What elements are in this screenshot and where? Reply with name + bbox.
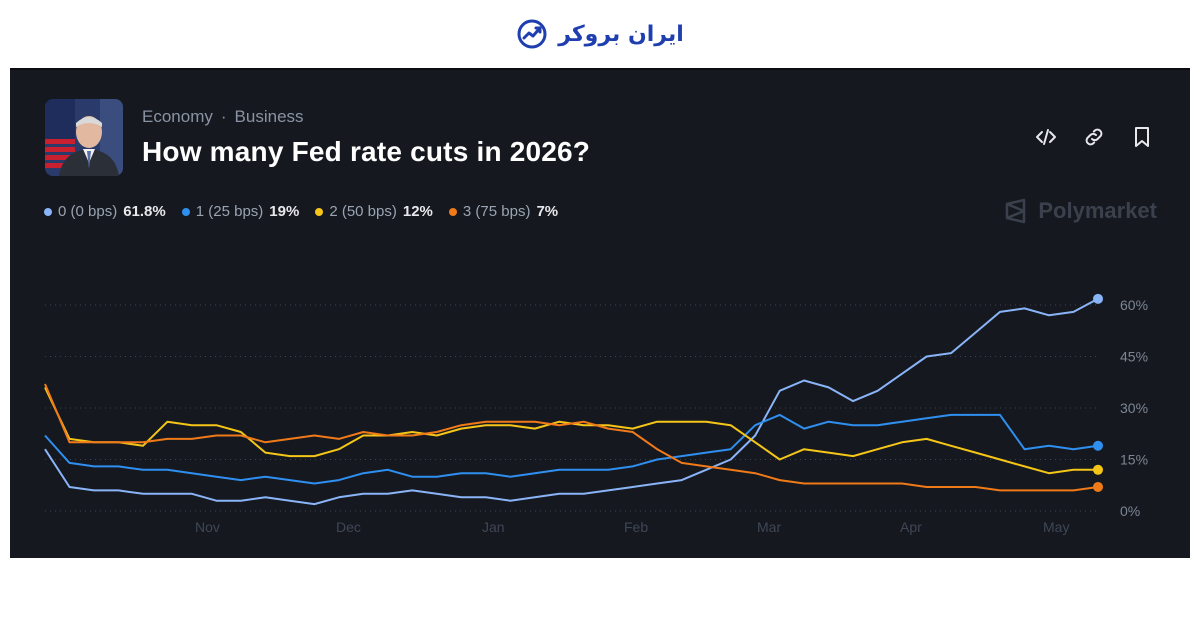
breadcrumb-economy[interactable]: Economy bbox=[142, 107, 213, 126]
series-line-2 bbox=[44, 386, 1098, 475]
legend-label: 0 (0 bps) bbox=[58, 203, 118, 220]
action-bar bbox=[1034, 125, 1154, 149]
chart-legend: 0 (0 bps) 61.8% 1 (25 bps) 19% 2 (50 bps… bbox=[44, 203, 558, 220]
series-endpoint-3[interactable] bbox=[1093, 481, 1103, 492]
y-tick-label: 15% bbox=[1120, 452, 1148, 468]
embed-code-icon[interactable] bbox=[1034, 125, 1058, 149]
legend-value: 19% bbox=[269, 203, 300, 220]
avatar bbox=[45, 99, 123, 176]
legend-value: 7% bbox=[536, 203, 559, 220]
legend-label: 3 (75 bps) bbox=[462, 203, 531, 220]
x-tick-label: Apr bbox=[900, 519, 922, 535]
powell-portrait-image bbox=[45, 99, 123, 176]
legend-item-1: 1 (25 bps) 19% bbox=[181, 203, 300, 220]
brand-name: ایران بروکر bbox=[558, 21, 684, 47]
series-endpoint-0[interactable] bbox=[1093, 293, 1103, 304]
market-card: Economy · Business How many Fed rate cut… bbox=[10, 68, 1190, 558]
legend-item-3: 3 (75 bps) 7% bbox=[448, 203, 559, 220]
series-line-3 bbox=[44, 383, 1099, 492]
link-icon[interactable] bbox=[1082, 125, 1106, 149]
legend-dot bbox=[448, 207, 457, 216]
x-tick-label: Feb bbox=[624, 519, 648, 535]
legend-item-0: 0 (0 bps) 61.8% bbox=[44, 203, 166, 220]
series-line-0 bbox=[44, 297, 1099, 506]
y-tick-label: 45% bbox=[1120, 349, 1148, 365]
x-tick-label: Jan bbox=[482, 519, 505, 535]
breadcrumb-separator: · bbox=[220, 107, 227, 126]
legend-label: 1 (25 bps) bbox=[195, 203, 264, 220]
bookmark-icon[interactable] bbox=[1130, 125, 1154, 149]
y-tick-label: 60% bbox=[1120, 297, 1148, 313]
legend-dot bbox=[44, 207, 52, 216]
breadcrumb-business[interactable]: Business bbox=[234, 107, 304, 126]
watermark-label: Polymarket bbox=[1038, 198, 1157, 223]
line-chart: 0% 15% 30% 45% 60% Nov Dec Jan Feb Mar Apr May bbox=[44, 293, 1148, 535]
brand-header: ایران بروکر bbox=[0, 18, 1200, 50]
polymarket-watermark: Polymarket bbox=[1004, 198, 1157, 224]
y-tick-label: 30% bbox=[1120, 400, 1148, 416]
chart-growth-icon bbox=[517, 19, 547, 49]
x-tick-label: May bbox=[1043, 519, 1069, 535]
series-line-1 bbox=[44, 413, 1099, 485]
legend-dot bbox=[315, 207, 324, 216]
series-endpoint-1[interactable] bbox=[1093, 440, 1103, 451]
series-endpoint-2[interactable] bbox=[1093, 464, 1103, 475]
x-tick-label: Mar bbox=[757, 519, 781, 535]
x-tick-label: Nov bbox=[195, 519, 220, 535]
legend-value: 12% bbox=[402, 203, 433, 220]
x-tick-label: Dec bbox=[336, 519, 361, 535]
legend-dot bbox=[181, 207, 190, 216]
legend-item-2: 2 (50 bps) 12% bbox=[315, 203, 433, 220]
legend-label: 2 (50 bps) bbox=[329, 203, 397, 220]
page-title: How many Fed rate cuts in 2026? bbox=[142, 136, 591, 167]
polymarket-logo-icon bbox=[1006, 198, 1026, 224]
legend-value: 61.8% bbox=[123, 203, 166, 220]
breadcrumb: Economy · Business bbox=[142, 107, 304, 127]
y-tick-label: 0% bbox=[1120, 503, 1140, 519]
